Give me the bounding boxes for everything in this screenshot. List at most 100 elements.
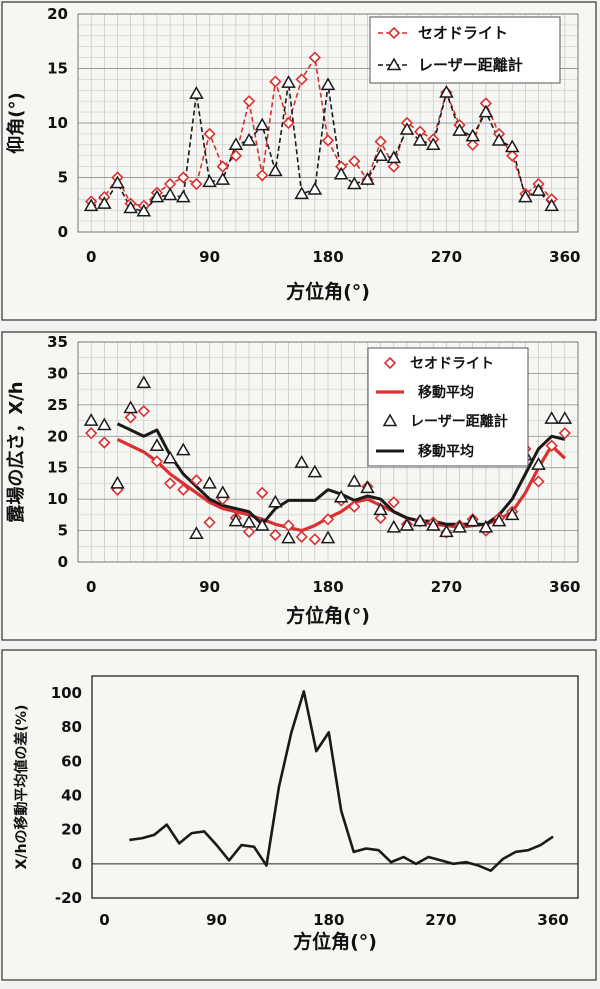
legend-box [369, 16, 561, 84]
y-tick-label: 20 [61, 821, 82, 839]
y-axis-title: X/hの移動平均値の差(%) [13, 705, 30, 870]
y-axis-title: 仰角(°) [5, 92, 27, 153]
theodolite-point [216, 160, 229, 173]
theodolite-point [282, 116, 295, 130]
laser-point [333, 166, 349, 180]
x-axis-title: 方位角(°) [286, 280, 370, 303]
theodolite-point [545, 439, 558, 452]
y-tick-label: 80 [61, 718, 82, 736]
legend-label: レーザー距離計 [410, 413, 508, 430]
legend-label: レーザー距離計 [418, 56, 523, 74]
chart-2: 0 90 180 270 360 0 5 10 15 20 25 30 35 方位角(°) 露場の広さ，X/… [1, 331, 597, 641]
laser-point [228, 137, 244, 151]
laser-point [136, 375, 152, 389]
laser-point [241, 514, 257, 528]
laser-point [123, 200, 138, 214]
theodolite-point [137, 405, 150, 418]
x-tick-label: 360 [537, 911, 568, 929]
y-tick-label: 20 [47, 5, 68, 23]
theodolite-point [203, 127, 216, 141]
theodolite-point [321, 134, 335, 147]
laser-point [162, 187, 178, 201]
laser-point [452, 123, 467, 136]
laser-point [110, 475, 125, 489]
theodolite-point [269, 75, 282, 88]
y-tick-label: 5 [58, 522, 68, 540]
laser-point [202, 174, 217, 188]
laser-point [465, 128, 481, 142]
y-tick-label: 0 [58, 223, 68, 241]
laser-point [307, 181, 323, 195]
x-tick-label: 270 [431, 248, 462, 266]
laser-point [386, 519, 402, 533]
laser-point [215, 485, 231, 499]
theodolite-point [85, 427, 98, 440]
theodolite-point [269, 528, 282, 542]
theodolite-point [466, 138, 479, 151]
laser-point [268, 494, 283, 508]
laser-point [531, 183, 546, 196]
laser-point [360, 480, 375, 494]
laser-point [281, 75, 296, 88]
laser-point [347, 176, 362, 190]
x-tick-label: 90 [199, 248, 220, 266]
theodolite-point [506, 149, 519, 162]
legend-box [367, 347, 529, 467]
x-axis-title: 方位角(°) [293, 930, 377, 953]
laser-point [373, 148, 388, 161]
laser-point [478, 104, 494, 118]
laser-point [544, 198, 559, 212]
y-axis-title: 露場の広さ，X/h [5, 381, 27, 522]
theodolite-point [295, 530, 308, 543]
laser-point [294, 455, 309, 468]
theodolite-point [374, 135, 387, 148]
laser-point [425, 518, 441, 531]
x-tick-label: 0 [86, 248, 96, 266]
laser-point [333, 489, 349, 503]
legend-label: 移動平均 [418, 443, 474, 460]
y-tick-label: -20 [55, 889, 82, 907]
laser-point [202, 475, 217, 489]
y-tick-label: 25 [47, 396, 68, 414]
x-tick-label: 270 [425, 911, 456, 929]
y-tick-label: 0 [72, 855, 82, 873]
series-line-laser [91, 81, 553, 213]
theodolite-point [532, 475, 545, 488]
legend-marker-laser [386, 57, 402, 71]
y-tick-label: 15 [47, 60, 68, 78]
y-tick-label: 10 [47, 114, 68, 132]
theodolite-point [387, 496, 400, 509]
laser-point [254, 518, 270, 531]
laser-point [360, 172, 375, 185]
theodolite-point [177, 483, 190, 496]
y-tick-label: 5 [58, 169, 68, 187]
laser-point [491, 132, 507, 146]
laser-point [162, 450, 178, 464]
laser-point [175, 189, 191, 203]
laser-point [307, 464, 323, 478]
theodolite-point [387, 160, 400, 173]
laser-point [491, 513, 507, 527]
y-tick-label: 20 [47, 427, 68, 445]
laser-point [347, 474, 362, 487]
laser-point [294, 186, 309, 200]
laser-point [504, 507, 520, 521]
y-tick-label: 35 [47, 333, 68, 351]
theodolite-point [163, 477, 177, 490]
laser-point [268, 163, 283, 177]
laser-point [531, 457, 546, 470]
theodolite-point [256, 486, 269, 499]
plot-border [77, 341, 579, 563]
y-tick-label: 10 [47, 490, 68, 508]
theodolite-point [374, 511, 387, 525]
laser-point [110, 175, 125, 189]
x-tick-label: 360 [549, 248, 580, 266]
laser-point [478, 519, 494, 533]
x-tick-label: 0 [86, 578, 96, 596]
theodolite-point [348, 500, 361, 513]
laser-point [320, 530, 336, 544]
laser-point [123, 400, 138, 414]
x-tick-label: 360 [549, 578, 580, 596]
x-tick-label: 180 [313, 911, 344, 929]
laser-point [215, 172, 231, 185]
